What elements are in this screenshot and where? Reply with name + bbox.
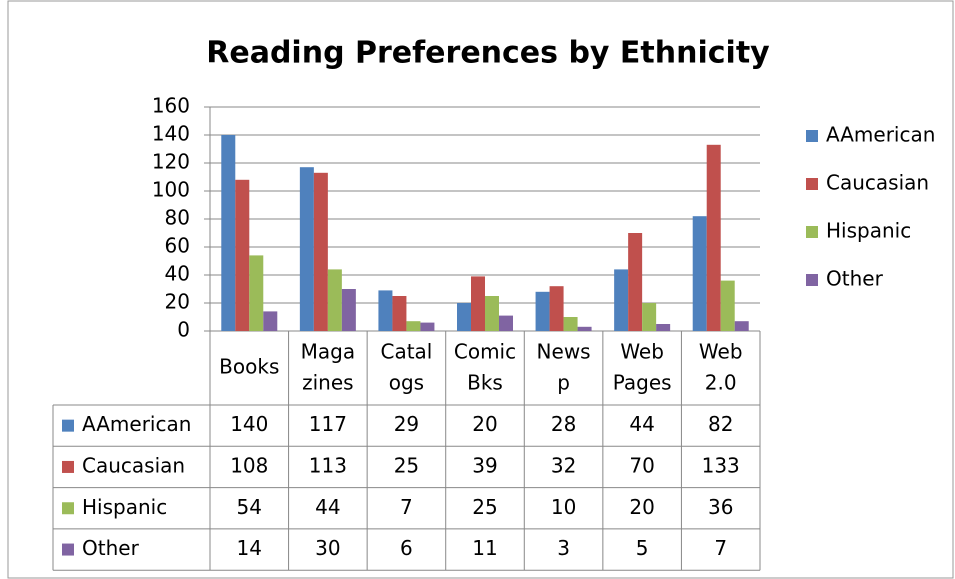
table-value: 32: [551, 453, 576, 477]
table-series-name: Hispanic: [82, 495, 167, 519]
table-series-name: Other: [82, 536, 140, 560]
y-tick-label: 0: [177, 318, 190, 342]
legend-label: AAmerican: [826, 123, 935, 147]
legend-label: Caucasian: [826, 171, 929, 195]
legend-label: Hispanic: [826, 219, 911, 243]
table-value: 54: [237, 495, 262, 519]
table-value: 29: [394, 412, 419, 436]
table-value: 5: [636, 536, 649, 560]
table-value: 44: [315, 495, 340, 519]
table-value: 7: [714, 536, 727, 560]
x-tick-label: Comic Bks: [454, 339, 516, 394]
table-value: 14: [237, 536, 262, 560]
x-tick-label: Maga zines: [301, 339, 355, 394]
legend-key: [806, 130, 818, 142]
bar: [485, 296, 499, 331]
bar: [563, 317, 578, 331]
chart-title: Reading Preferences by Ethnicity: [206, 36, 770, 71]
table-value: 30: [315, 536, 340, 560]
bar: [628, 233, 643, 331]
table-value: 36: [708, 495, 733, 519]
y-tick-label: 140: [152, 122, 190, 146]
bar: [499, 315, 513, 331]
table-value: 82: [708, 412, 733, 436]
y-tick-label: 20: [165, 290, 190, 314]
bar: [263, 311, 278, 331]
table-series-name: AAmerican: [82, 412, 191, 436]
bar: [656, 324, 671, 331]
bar: [299, 167, 314, 331]
table-value: 39: [472, 453, 497, 477]
bar: [327, 269, 342, 331]
table-legend-key: [62, 419, 74, 432]
table-value: 11: [472, 536, 497, 560]
x-tick-label: Web 2.0: [699, 339, 743, 394]
table-series-name: Caucasian: [82, 453, 185, 477]
y-tick-label: 60: [165, 234, 190, 258]
bar: [457, 303, 471, 331]
table-value: 25: [394, 453, 419, 477]
table-value: 3: [557, 536, 570, 560]
y-tick-label: 160: [152, 94, 190, 118]
table-value: 140: [230, 412, 268, 436]
bar: [734, 321, 749, 331]
bar: [692, 216, 707, 331]
bar: [221, 135, 236, 331]
bar: [378, 290, 393, 331]
bar: [577, 326, 592, 331]
table-value: 117: [309, 412, 347, 436]
y-tick-label: 100: [152, 178, 190, 202]
table-value: 108: [230, 453, 268, 477]
bar: [720, 280, 735, 331]
bar: [313, 172, 328, 331]
bar: [471, 276, 485, 331]
bar: [392, 296, 407, 331]
table-legend-key: [62, 543, 74, 556]
table-value: 133: [702, 453, 740, 477]
x-tick-label: Books: [219, 355, 279, 379]
table-legend-key: [62, 460, 74, 473]
bar: [235, 179, 250, 331]
x-tick-label: Web Pages: [613, 339, 672, 394]
table-value: 20: [629, 495, 654, 519]
bar: [706, 144, 721, 331]
bar: [341, 289, 356, 331]
y-tick-label: 80: [165, 206, 190, 230]
table-value: 70: [629, 453, 654, 477]
legend-label: Other: [826, 267, 884, 291]
table-legend-key: [62, 502, 74, 515]
bar: [549, 286, 564, 331]
bar: [642, 303, 657, 331]
table-value: 20: [472, 412, 497, 436]
bar: [614, 269, 629, 331]
table-value: 7: [400, 495, 413, 519]
table-value: 113: [309, 453, 347, 477]
table-value: 25: [472, 495, 497, 519]
bar: [535, 291, 550, 331]
x-tick-label: News p: [537, 339, 591, 394]
table-value: 6: [400, 536, 413, 560]
legend-key: [806, 178, 818, 190]
table-value: 44: [629, 412, 654, 436]
bar: [249, 255, 264, 331]
x-tick-label: Catal ogs: [380, 339, 432, 394]
table-value: 10: [551, 495, 576, 519]
y-tick-label: 40: [165, 262, 190, 286]
legend-key: [806, 226, 818, 238]
y-tick-label: 120: [152, 150, 190, 174]
table-value: 28: [551, 412, 576, 436]
bar: [406, 321, 421, 331]
legend-key: [806, 274, 818, 286]
bar: [420, 322, 435, 331]
